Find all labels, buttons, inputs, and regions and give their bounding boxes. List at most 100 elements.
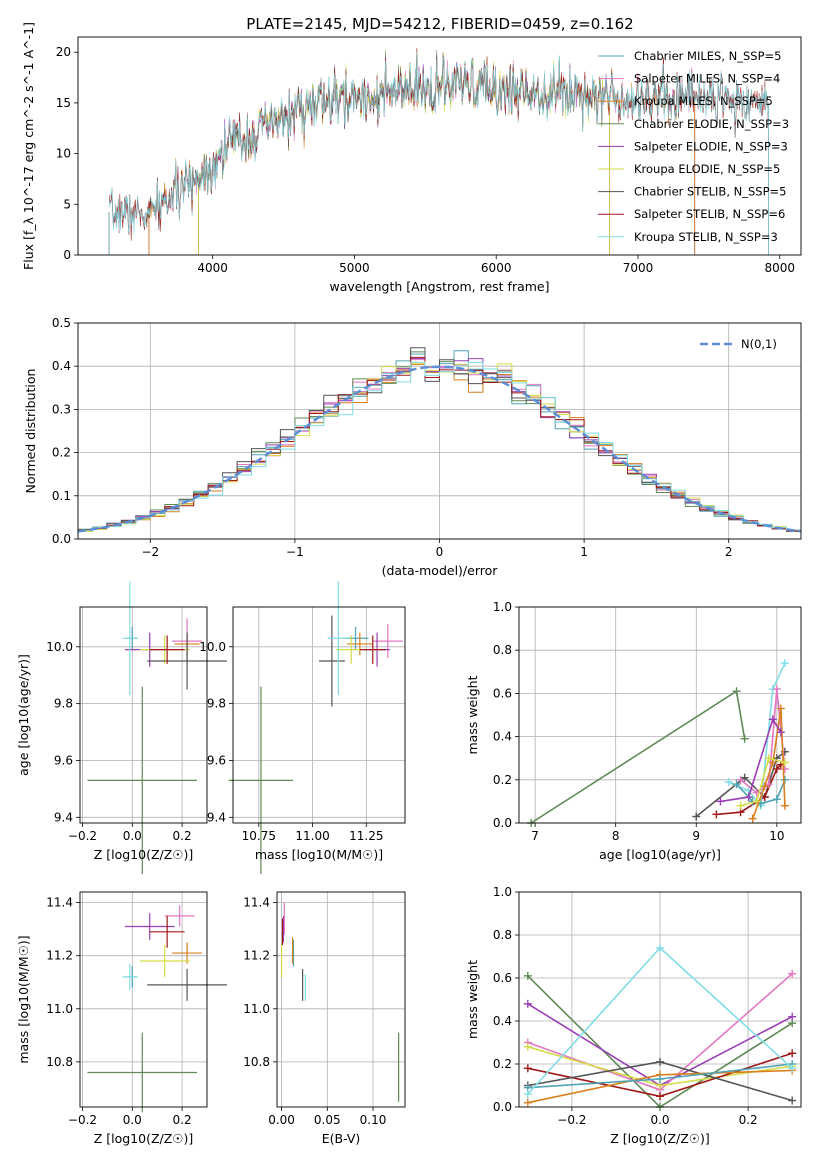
y-ticks: 10.8 11.0 11.2 11.4	[46, 896, 80, 1069]
weight-point	[780, 659, 789, 668]
spectrum-panel: 4000 5000 6000 7000 8000 0 5 10 15 20 wavelength […	[21, 22, 802, 294]
x-tick-label: −2	[141, 545, 159, 559]
weight-point	[523, 1064, 532, 1073]
error-point	[359, 635, 386, 664]
weight-point	[724, 777, 733, 786]
error-point	[228, 686, 294, 875]
x-tick-label: 0.2	[173, 1113, 192, 1127]
y-tick-label: 0.8	[493, 643, 512, 657]
y-tick-label: 11.2	[46, 949, 73, 963]
x-axis-label: E(B-V)	[322, 1131, 361, 1146]
weight-point	[788, 1096, 797, 1105]
histogram-step	[78, 361, 801, 532]
y-tick-label: 11.0	[243, 1002, 270, 1016]
plot-area	[228, 581, 403, 875]
x-axis-label: wavelength [Angstrom, rest frame]	[329, 279, 549, 294]
y-tick-label: 10.0	[199, 640, 226, 654]
weight-point	[523, 1042, 532, 1051]
plot-area	[77, 347, 802, 533]
residual-histogram-panel: −2 −1 0 1 2 0.0 0.1 0.2 0.3 0.4 0.5 (data-model)/er…	[23, 316, 802, 578]
mass-vs-extinction-panel: 0.00 0.05 0.10 10.8 11.0 11.2 11.4 E(B-V)	[243, 891, 406, 1146]
y-tick-label: 9.4	[207, 810, 226, 824]
x-tick-label: 9	[692, 829, 700, 843]
weight-point	[748, 814, 757, 823]
y-ticks: 9.4 9.6 9.8 10.0	[199, 640, 233, 824]
x-tick-label: −0.2	[68, 829, 97, 843]
axes-frame	[276, 891, 406, 1108]
y-tick-label: 5	[63, 197, 71, 211]
y-tick-label: 9.6	[207, 753, 226, 767]
legend-entry: Chabrier MILES, N_SSP=5	[634, 49, 781, 63]
weight-point	[752, 797, 761, 806]
weight-line	[720, 717, 782, 803]
x-tick-label: 0.05	[314, 1113, 341, 1127]
x-tick-label: 0.10	[360, 1113, 387, 1127]
weight-point	[656, 1075, 664, 1084]
y-tick-label: 0.6	[493, 971, 512, 985]
y-ticks: 9.4 9.6 9.8 10.0	[46, 640, 80, 824]
weight-point	[772, 795, 781, 804]
legend-entry: Chabrier ELODIE, N_SSP=3	[634, 117, 789, 131]
y-tick-label: 0.0	[493, 816, 512, 830]
error-point	[124, 913, 175, 940]
y-tick-label: 11.2	[243, 949, 270, 963]
y-tick-label: 0.0	[493, 1100, 512, 1114]
x-axis-label: Z [log10(Z/Z☉)]	[610, 1131, 710, 1146]
weight-point	[744, 793, 753, 802]
y-axis-label: mass weight	[465, 675, 480, 754]
x-tick-label: 0.0	[650, 1113, 669, 1127]
figure-title: PLATE=2145, MJD=54212, FIBERID=0459, z=0…	[246, 15, 633, 33]
mass-weight-vs-age-panel: 7 8 9 10 0.0 0.2 0.4 0.6 0.8 1.0 age [log10(age/yr…	[465, 600, 802, 862]
y-tick-label: 11.4	[243, 896, 270, 910]
x-tick-label: −0.2	[557, 1113, 586, 1127]
weight-point	[736, 801, 745, 810]
x-ticks: −0.2 0.0 0.2	[557, 1107, 758, 1127]
x-axis-label: (data-model)/error	[382, 563, 499, 578]
axes-frame	[77, 36, 802, 256]
x-tick-label: 8	[612, 829, 620, 843]
x-tick-label: 6000	[481, 261, 512, 275]
y-tick-label: 10.8	[46, 1055, 73, 1069]
plot-area	[108, 48, 769, 255]
grid-lines	[277, 892, 405, 1107]
plot-area	[527, 659, 789, 827]
y-tick-label: 9.8	[54, 697, 73, 711]
mass-vs-metallicity-panel: −0.2 0.0 0.2 10.8 11.0 11.2 11.4 Z [log10(Z/Z☉)…	[16, 891, 227, 1146]
x-ticks: 7 8 9 10	[531, 823, 784, 843]
weight-point	[772, 685, 781, 694]
legend-entry: Kroupa MILES, N_SSP=5	[634, 94, 773, 108]
x-tick-label: 4000	[197, 261, 228, 275]
y-tick-label: 0.5	[52, 316, 71, 330]
axes-frame	[518, 606, 802, 824]
error-point	[87, 686, 198, 875]
y-tick-label: 0.4	[493, 730, 512, 744]
x-ticks: −2 −1 0 1 2	[141, 539, 733, 559]
y-tick-label: 0.0	[52, 532, 71, 546]
axes-frame	[232, 606, 406, 824]
y-tick-label: 0.2	[52, 446, 71, 460]
mass-weight-vs-metallicity-panel: −0.2 0.0 0.2 0.0 0.2 0.4 0.6 0.8 1.0 Z [log10(Z/Z…	[465, 885, 802, 1146]
error-point	[122, 581, 138, 696]
weight-point	[788, 1012, 797, 1021]
x-tick-label: 11.25	[349, 829, 383, 843]
age-vs-metallicity-panel: −0.2 0.0 0.2 9.4 9.6 9.8 10.0 Z [log10(Z/Z☉)] ag…	[16, 581, 227, 875]
y-tick-label: 0.4	[493, 1014, 512, 1028]
weight-point	[732, 780, 741, 789]
weight-point	[740, 734, 749, 743]
legend-entry: N(0,1)	[741, 337, 777, 351]
grid-lines	[80, 607, 207, 823]
x-ticks: 10.75 11.00 11.25	[242, 823, 383, 843]
y-ticks: 0.0 0.1 0.2 0.3 0.4 0.5	[52, 316, 78, 546]
x-tick-label: 11.00	[295, 829, 329, 843]
y-tick-label: 10	[56, 147, 71, 161]
x-tick-label: 8000	[764, 261, 795, 275]
y-tick-label: 20	[56, 45, 71, 59]
legend-entry: Chabrier STELIB, N_SSP=5	[634, 185, 786, 199]
error-point	[147, 632, 227, 690]
x-tick-label: 10.75	[242, 829, 276, 843]
x-ticks: 4000 5000 6000 7000 8000	[197, 255, 795, 275]
plot-area	[280, 902, 400, 1102]
plot-area	[87, 905, 227, 1113]
x-tick-label: 0.0	[123, 1113, 142, 1127]
grid-lines	[233, 607, 405, 823]
